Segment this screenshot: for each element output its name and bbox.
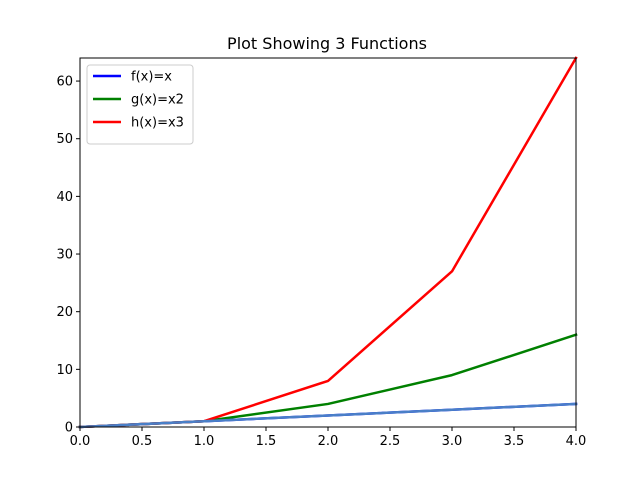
y-tick-label: 60 bbox=[56, 75, 73, 90]
y-tick-label: 0 bbox=[65, 421, 73, 436]
x-tick-label: 3.5 bbox=[504, 434, 525, 449]
legend: f(x)=x g(x)=x2 h(x)=x3 bbox=[86, 64, 194, 145]
y-axis: 0 10 20 30 40 50 60 bbox=[56, 75, 80, 436]
y-tick-label: 20 bbox=[56, 305, 73, 320]
x-tick-label: 4.0 bbox=[566, 434, 587, 449]
x-tick-label: 2.0 bbox=[318, 434, 339, 449]
legend-label: h(x)=x3 bbox=[131, 116, 184, 131]
legend-label: g(x)=x2 bbox=[131, 93, 184, 108]
series-layer bbox=[78, 56, 578, 429]
y-tick-label: 10 bbox=[56, 363, 73, 378]
x-tick-label: 1.0 bbox=[194, 434, 215, 449]
x-tick-label: 0.0 bbox=[70, 434, 91, 449]
series-line-3 bbox=[78, 402, 578, 429]
x-tick-label: 3.0 bbox=[442, 434, 463, 449]
legend-box bbox=[86, 64, 194, 145]
x-axis: 0.0 0.5 1.0 1.5 2.0 2.5 3.0 3.5 4.0 bbox=[70, 427, 587, 449]
y-tick-label: 30 bbox=[56, 248, 73, 263]
x-tick-label: 2.5 bbox=[380, 434, 401, 449]
y-tick-label: 40 bbox=[56, 190, 73, 205]
x-tick-label: 0.5 bbox=[132, 434, 153, 449]
legend-label: f(x)=x bbox=[131, 70, 172, 85]
chart-title: Plot Showing 3 Functions bbox=[227, 34, 427, 53]
x-tick-label: 1.5 bbox=[256, 434, 277, 449]
y-tick-label: 50 bbox=[56, 132, 73, 147]
